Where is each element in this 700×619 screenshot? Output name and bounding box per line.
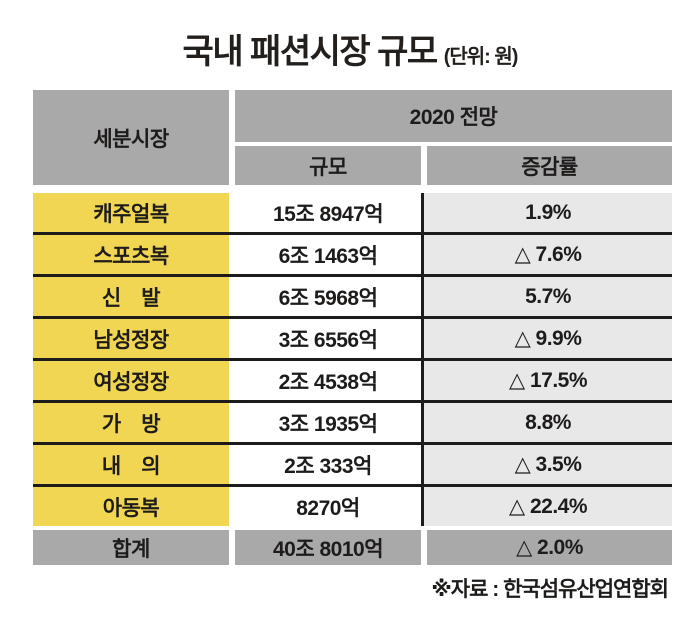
cell-change: △ 3.5% (421, 445, 672, 484)
cell-size: 6조 5968억 (235, 277, 421, 316)
header-cell-size: 규모 (235, 146, 421, 185)
header-cell-forecast: 2020 전망 (235, 90, 672, 142)
cell-change: △ 7.6% (421, 235, 672, 274)
page-title: 국내 패션시장 규모 (단위: 원) (0, 24, 700, 73)
table-row: 아동복 8270억 △ 22.4% (33, 487, 672, 526)
table-row: 신 발 6조 5968억 5.7% (33, 277, 672, 319)
cell-size: 2조 333억 (235, 445, 421, 484)
title-unit-label: (단위: 원) (443, 46, 519, 68)
table-row: 남성정장 3조 6556억 △ 9.9% (33, 319, 672, 361)
cell-change: 8.8% (421, 403, 672, 442)
cell-segment: 가 방 (33, 403, 229, 442)
table-row: 여성정장 2조 4538억 △ 17.5% (33, 361, 672, 403)
total-row: 합계 40조 8010억 △ 2.0% (33, 530, 672, 565)
cell-segment: 캐주얼복 (33, 193, 229, 232)
cell-segment: 여성정장 (33, 361, 229, 400)
header-forecast-group: 2020 전망 규모 증감률 (235, 90, 672, 185)
cell-change: 5.7% (421, 277, 672, 316)
table-row: 스포츠복 6조 1463억 △ 7.6% (33, 235, 672, 277)
cell-size: 2조 4538억 (235, 361, 421, 400)
table-row: 내 의 2조 333억 △ 3.5% (33, 445, 672, 487)
cell-size: 6조 1463억 (235, 235, 421, 274)
cell-segment: 남성정장 (33, 319, 229, 358)
total-cell-change: △ 2.0% (427, 530, 672, 565)
title-text: 국내 패션시장 규모 (182, 33, 439, 71)
table-row: 가 방 3조 1935억 8.8% (33, 403, 672, 445)
cell-change: △ 9.9% (421, 319, 672, 358)
total-cell-size: 40조 8010억 (235, 530, 421, 565)
cell-size: 3조 6556억 (235, 319, 421, 358)
cell-segment: 스포츠복 (33, 235, 229, 274)
cell-size: 15조 8947억 (235, 193, 421, 232)
table-header: 세분시장 2020 전망 규모 증감률 (33, 90, 672, 185)
total-cell-segment: 합계 (33, 530, 229, 565)
header-cell-change: 증감률 (427, 146, 672, 185)
source-note: ※자료 : 한국섬유산업연합회 (431, 578, 669, 601)
cell-size: 8270억 (235, 487, 421, 526)
cell-segment: 내 의 (33, 445, 229, 484)
header-cell-segment: 세분시장 (33, 90, 229, 185)
header-subrow: 규모 증감률 (235, 146, 672, 185)
cell-change: 1.9% (421, 193, 672, 232)
cell-change: △ 17.5% (421, 361, 672, 400)
cell-segment: 아동복 (33, 487, 229, 526)
table-row: 캐주얼복 15조 8947억 1.9% (33, 193, 672, 235)
cell-change: △ 22.4% (421, 487, 672, 526)
cell-segment: 신 발 (33, 277, 229, 316)
fashion-market-table: 세분시장 2020 전망 규모 증감률 캐주얼복 15조 8947억 1.9% … (33, 90, 672, 565)
cell-size: 3조 1935억 (235, 403, 421, 442)
